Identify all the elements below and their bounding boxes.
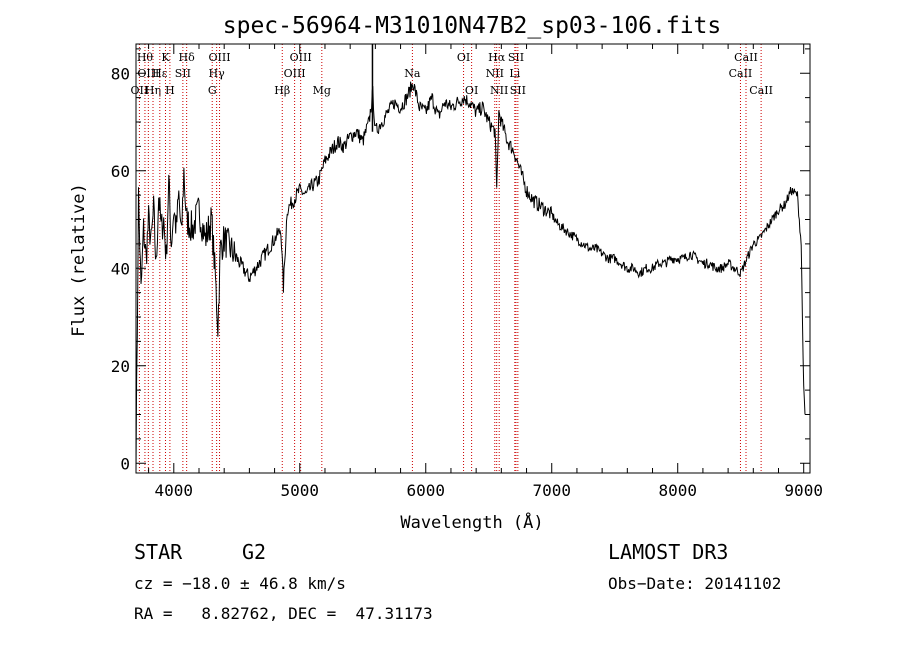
plot-frame xyxy=(135,43,811,474)
line-marker-label: SII xyxy=(175,67,191,80)
line-marker-label: OII xyxy=(131,84,149,97)
line-marker-label: CaII xyxy=(734,51,758,64)
spectral-subclass: G2 xyxy=(242,540,267,564)
line-marker-label: CaII xyxy=(749,84,773,97)
x-tick-label: 5000 xyxy=(281,481,320,500)
line-marker-label: OI xyxy=(465,84,478,97)
line-marker-label: H xyxy=(165,84,175,97)
y-tick-label: 60 xyxy=(111,162,130,181)
line-marker-label: CaII xyxy=(729,67,753,80)
line-marker-label: Hθ xyxy=(137,51,154,64)
x-tick-label: 4000 xyxy=(155,481,194,500)
line-marker-label: Hβ xyxy=(274,84,290,97)
chart-title: spec-56964-M31010N47B2_sp03-106.fits xyxy=(223,13,722,39)
redshift-value: cz = −18.0 ± 46.8 km/s xyxy=(134,574,346,593)
x-tick-label: 9000 xyxy=(784,481,823,500)
x-tick-label: 6000 xyxy=(406,481,445,500)
coordinates: RA = 8.82762, DEC = 47.31173 xyxy=(134,604,433,623)
line-marker-label: Mg xyxy=(313,84,331,97)
object-class: STAR xyxy=(134,540,183,564)
y-tick-label: 80 xyxy=(111,64,130,83)
line-marker-label: OIII xyxy=(290,51,312,64)
x-tick-label: 7000 xyxy=(532,481,571,500)
y-tick-label: 40 xyxy=(111,259,130,278)
x-tick-label: 8000 xyxy=(658,481,697,500)
line-marker-label: Hη xyxy=(145,84,161,97)
line-marker-label: G xyxy=(208,84,217,97)
line-marker-label: NII xyxy=(486,67,504,80)
y-tick-label: 20 xyxy=(111,357,130,376)
line-marker-label: SII xyxy=(508,51,524,64)
line-marker-label: Hδ xyxy=(179,51,196,64)
spectrum-chart: spec-56964-M31010N47B2_sp03-106.fits OII… xyxy=(69,13,823,533)
observation-date: Obs−Date: 20141102 xyxy=(608,574,782,593)
line-marker-label: Na xyxy=(404,67,421,80)
line-marker-label: OIII xyxy=(137,67,159,80)
x-axis-label: Wavelength (Å) xyxy=(400,511,543,533)
y-tick-label: 0 xyxy=(120,454,130,473)
y-axis-label: Flux (relative) xyxy=(69,183,89,337)
line-marker-label: OIII xyxy=(208,51,230,64)
line-marker-label: OIII xyxy=(284,67,306,80)
line-marker-label: Hα xyxy=(488,51,506,64)
line-marker-label: Hγ xyxy=(209,67,226,80)
spectrum-line xyxy=(135,81,806,474)
line-marker-label: Hε xyxy=(152,67,168,80)
survey-name: LAMOST DR3 xyxy=(608,540,729,564)
line-marker-label: K xyxy=(161,51,170,64)
line-marker-label: NII xyxy=(490,84,508,97)
line-marker-label: OI xyxy=(457,51,470,64)
line-marker-label: Li xyxy=(509,67,520,80)
line-marker-label: SII xyxy=(510,84,526,97)
